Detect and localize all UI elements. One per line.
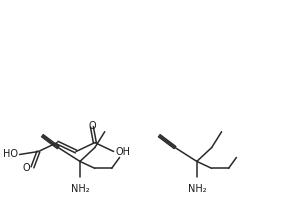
Text: OH: OH [116,146,131,156]
Text: NH₂: NH₂ [188,184,206,194]
Text: NH₂: NH₂ [71,184,89,194]
Text: O: O [88,121,96,131]
Text: HO: HO [3,150,17,160]
Text: O: O [23,163,30,173]
